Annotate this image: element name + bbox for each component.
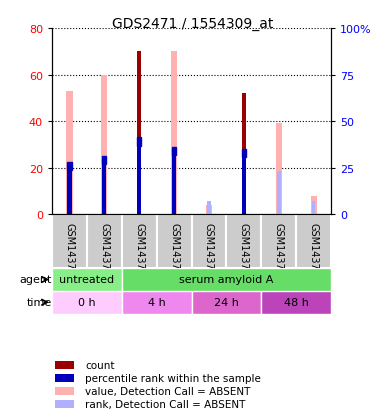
Text: GDS2471 / 1554309_at: GDS2471 / 1554309_at xyxy=(112,17,273,31)
Text: value, Detection Call = ABSENT: value, Detection Call = ABSENT xyxy=(85,386,251,396)
Bar xyxy=(101,75,107,215)
Text: 0 h: 0 h xyxy=(78,297,96,308)
Bar xyxy=(55,400,74,408)
Bar xyxy=(226,215,261,268)
Bar xyxy=(172,147,176,156)
Text: rank, Detection Call = ABSENT: rank, Detection Call = ABSENT xyxy=(85,399,246,409)
Bar xyxy=(52,291,122,314)
Text: GSM143731: GSM143731 xyxy=(239,223,249,282)
Text: 4 h: 4 h xyxy=(148,297,166,308)
Bar xyxy=(242,94,246,215)
Text: count: count xyxy=(85,360,115,370)
Bar xyxy=(261,215,296,268)
Bar xyxy=(206,205,212,215)
Text: GSM143726: GSM143726 xyxy=(64,223,74,282)
Bar xyxy=(137,138,141,146)
Text: untreated: untreated xyxy=(59,275,114,285)
Bar xyxy=(311,196,317,215)
Bar xyxy=(55,387,74,395)
Text: percentile rank within the sample: percentile rank within the sample xyxy=(85,373,261,383)
Text: GSM143730: GSM143730 xyxy=(204,223,214,282)
Bar xyxy=(157,215,192,268)
Bar xyxy=(122,291,192,314)
Text: GSM143728: GSM143728 xyxy=(134,223,144,282)
Bar xyxy=(102,157,106,165)
Bar xyxy=(55,374,74,382)
Bar xyxy=(66,92,72,215)
Text: GSM143727: GSM143727 xyxy=(99,223,109,282)
Bar xyxy=(277,172,281,215)
Bar xyxy=(87,215,122,268)
Bar xyxy=(242,152,246,215)
Bar xyxy=(52,268,122,291)
Text: GSM143729: GSM143729 xyxy=(169,223,179,282)
Bar xyxy=(55,361,74,369)
Bar xyxy=(261,291,331,314)
Bar xyxy=(52,215,87,268)
Text: serum amyloid A: serum amyloid A xyxy=(179,275,274,285)
Bar xyxy=(192,291,261,314)
Bar xyxy=(296,215,331,268)
Bar xyxy=(137,52,141,215)
Text: 48 h: 48 h xyxy=(284,297,309,308)
Bar xyxy=(171,52,177,215)
Bar xyxy=(276,124,282,215)
Bar xyxy=(242,149,246,157)
Bar xyxy=(122,268,331,291)
Bar xyxy=(207,202,211,215)
Bar xyxy=(312,202,315,215)
Bar xyxy=(67,162,72,171)
Bar xyxy=(192,215,226,268)
Text: 24 h: 24 h xyxy=(214,297,239,308)
Bar xyxy=(122,215,157,268)
Bar xyxy=(67,164,72,215)
Text: GSM143732: GSM143732 xyxy=(274,223,284,282)
Text: agent: agent xyxy=(20,275,52,285)
Bar xyxy=(137,140,141,215)
Text: time: time xyxy=(27,297,52,308)
Text: GSM143733: GSM143733 xyxy=(309,223,319,282)
Bar xyxy=(172,150,176,215)
Bar xyxy=(102,159,106,215)
